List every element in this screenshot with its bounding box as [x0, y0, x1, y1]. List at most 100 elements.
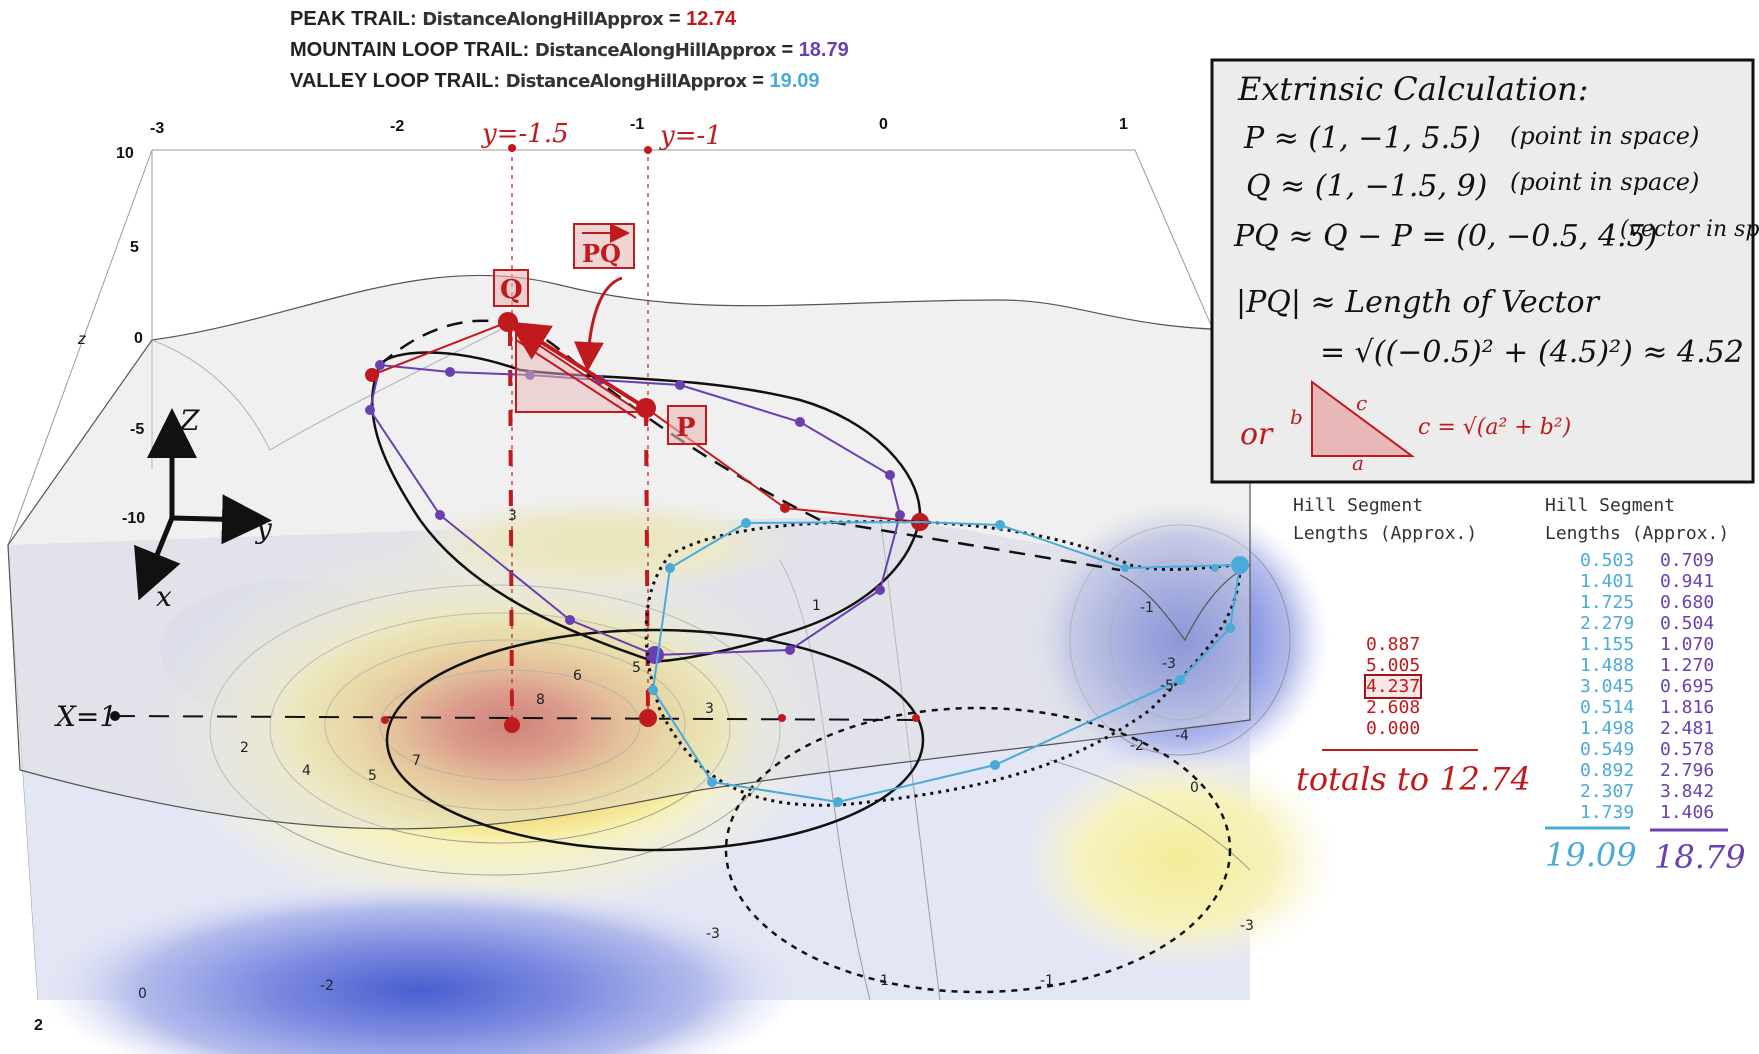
valley-loop-points — [648, 518, 1249, 807]
hill-surface — [7, 274, 1251, 830]
x-eq-1-dot — [110, 711, 120, 721]
p-label: P — [676, 413, 696, 443]
mountain-value: 2.481 — [1660, 718, 1715, 739]
calc-text: Extrinsic Calculation: P ≈ (1, −1, 5.5) … — [1233, 70, 1759, 370]
valley-value: 1.739 — [1580, 802, 1635, 823]
tri-a: a — [1352, 451, 1364, 475]
mountain-values: 0.709 0.941 0.680 0.504 1.070 1.270 0.69… — [1660, 550, 1714, 823]
mountain-trail-expr: DistanceAlongHillApprox — [534, 40, 777, 61]
pythag: c = √(a² + b²) — [1418, 415, 1571, 440]
peak-value: 5.005 — [1366, 655, 1421, 676]
valley-value: 2.279 — [1580, 613, 1635, 634]
mountain-value: 0.504 — [1660, 613, 1715, 634]
pq-vector-edge — [515, 339, 637, 419]
q-drop-line — [508, 329, 514, 721]
contour-label: -3 — [1240, 918, 1254, 934]
p-drop-line — [644, 409, 650, 716]
valley-trail-line: VALLEY LOOP TRAIL: DistanceAlongHillAppr… — [290, 70, 820, 93]
tri-b: b — [1290, 405, 1303, 429]
contour-label: -3 — [1162, 656, 1176, 672]
contour-label: 0 — [1190, 780, 1199, 796]
contour-label: -3 — [706, 926, 720, 942]
contour-label: 6 — [573, 668, 582, 684]
peak-trail-label: PEAK TRAIL: — [290, 8, 417, 30]
mountain-value: 1.270 — [1660, 655, 1715, 676]
contour-label: -1 — [1140, 600, 1154, 616]
mountain-trail-eq: = — [781, 39, 794, 61]
segment-header-right: Hill Segment Lengths (Approx.) — [1545, 492, 1729, 548]
valley-total: 19.09 — [1545, 836, 1637, 874]
valley-value: 0.549 — [1580, 739, 1635, 760]
pq-label-arrow — [573, 276, 623, 372]
calc-red-text: or b c a c = √(a² + b²) — [1240, 391, 1571, 475]
peak-value: 2.608 — [1366, 697, 1421, 718]
hill-ridge — [151, 329, 501, 451]
contour-label: 0 — [138, 986, 147, 1002]
contour-label: 5 — [632, 660, 641, 676]
valley-loop-dotted — [644, 520, 1242, 807]
top-tick: 1 — [1119, 116, 1128, 133]
valley-trail-value: 19.09 — [769, 70, 820, 92]
mountain-total: 18.79 — [1654, 838, 1746, 876]
contour-label: -4 — [1175, 728, 1189, 744]
segment-header-left-2: Lengths (Approx.) — [1293, 523, 1478, 544]
valley-value: 0.514 — [1580, 697, 1635, 718]
point-q-dot — [498, 312, 518, 332]
mountain-value: 2.796 — [1660, 760, 1715, 781]
tripod-y-label: y — [254, 512, 273, 545]
contour-label: 7 — [412, 753, 421, 769]
p-label-box — [667, 405, 707, 445]
calc-box — [1210, 58, 1755, 484]
calc-pq: PQ ≈ Q − P = (0, −0.5, 4.5) — [1233, 219, 1657, 254]
x-eq-1-label: X=1 — [54, 700, 117, 733]
floor-blue-hole — [1030, 500, 1330, 780]
q-label: Q — [500, 275, 523, 305]
z-tick: -5 — [130, 421, 144, 438]
valley-trail-eq: = — [752, 70, 764, 92]
contour-label-group: 2 4 5 7 8 6 5 3 3 1 -1 -3 -5 -2 -4 0 -3 … — [138, 508, 1254, 1002]
peak-trail-line: PEAK TRAIL: DistanceAlongHillApprox = 12… — [290, 8, 736, 31]
valley-value: 1.401 — [1580, 571, 1635, 592]
valley-value: 1.488 — [1580, 655, 1635, 676]
peak-values: 0.887 5.005 4.237 2.608 0.000 — [1363, 634, 1423, 739]
floor-solid-circle — [385, 628, 925, 852]
valley-values: 0.503 1.401 1.725 2.279 1.155 1.488 3.04… — [1580, 550, 1634, 823]
top-tick: -2 — [390, 118, 404, 135]
valley-value: 1.725 — [1580, 592, 1635, 613]
calc-q: Q ≈ (1, −1.5, 9) — [1246, 169, 1487, 204]
valley-trail-expr: DistanceAlongHillApprox — [505, 71, 748, 92]
hill-dip — [1119, 564, 1251, 642]
contour-label: 3 — [508, 508, 517, 524]
mountain-value: 1.406 — [1660, 802, 1715, 823]
floor-blue-bottom — [40, 880, 800, 1054]
floor-yellow-right — [1020, 750, 1340, 970]
contour-label: 5 — [368, 768, 377, 784]
pq-label-box — [573, 223, 635, 269]
segment-header-right-1: Hill Segment — [1545, 495, 1676, 516]
calc-p-note: (point in space) — [1510, 122, 1699, 150]
top-dot-p — [644, 146, 652, 154]
x-axis-arrow — [134, 517, 181, 601]
calc-q-note: (point in space) — [1510, 168, 1699, 196]
totals: totals to 12.74 19.09 18.79 — [1296, 760, 1746, 876]
contour-label: -2 — [1130, 738, 1144, 754]
z-tick: 10 — [116, 145, 134, 162]
mountain-value: 0.941 — [1660, 571, 1715, 592]
contour-label: 1 — [812, 598, 821, 614]
top-tick: -1 — [630, 116, 644, 133]
point-p-dot — [636, 398, 656, 418]
y-minus-1-label: y=-1 — [659, 121, 722, 151]
valley-value: 1.498 — [1580, 718, 1635, 739]
floor-yellow-top — [400, 495, 800, 595]
floor-contour-lines — [209, 514, 1291, 1001]
contour-label: 1 — [880, 973, 889, 989]
mountain-value: 3.842 — [1660, 781, 1715, 802]
mountain-value: 1.816 — [1660, 697, 1715, 718]
bottom-tick: 2 — [34, 1017, 43, 1034]
tripod-x-label: x — [156, 580, 172, 613]
mountain-trail-line: MOUNTAIN LOOP TRAIL: DistanceAlongHillAp… — [290, 39, 849, 62]
mountain-trail-label: MOUNTAIN LOOP TRAIL: — [290, 39, 530, 61]
z-tick: 5 — [130, 239, 139, 256]
segment-header-left: Hill Segment Lengths (Approx.) — [1293, 492, 1477, 548]
